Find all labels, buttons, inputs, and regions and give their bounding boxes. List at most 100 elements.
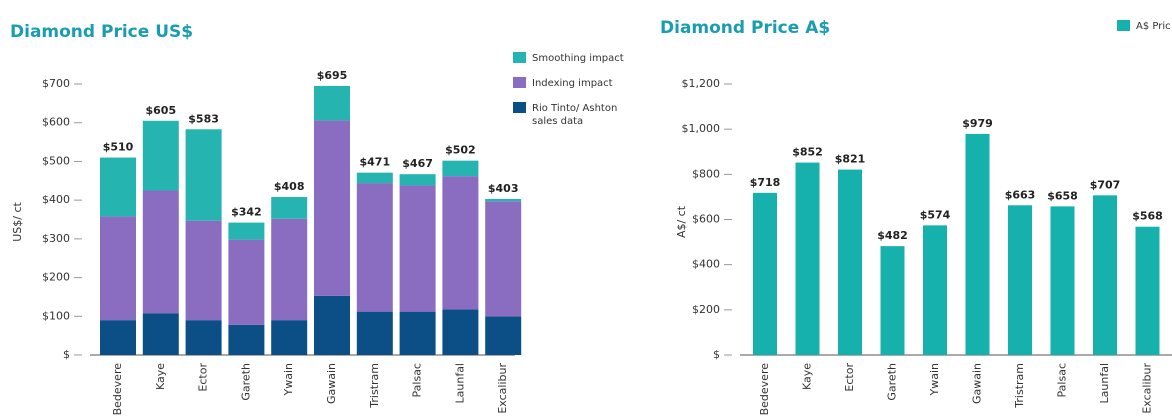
bar-segment <box>271 320 308 355</box>
legend-swatch <box>513 52 526 63</box>
bar-segment <box>271 197 308 219</box>
bar-segment <box>442 176 479 310</box>
bar-segment <box>1050 206 1075 355</box>
value-label: $663 <box>1005 188 1036 201</box>
legend-item: Rio Tinto/ Ashton sales data <box>513 102 642 128</box>
bar-segment <box>356 183 393 312</box>
x-tick-label: Ector <box>843 363 856 392</box>
x-tick-label: Ywain <box>282 363 295 397</box>
bar-segment <box>442 309 479 355</box>
bar-segment <box>185 129 222 221</box>
y-axis-label: A$/ ct <box>675 205 688 238</box>
x-tick-label: Ywain <box>928 363 941 397</box>
legend-item: Smoothing impact <box>513 52 642 65</box>
legend-item: A$ Pric <box>1117 20 1172 33</box>
value-label: $482 <box>877 229 908 242</box>
value-label: $718 <box>750 176 781 189</box>
bar-segment <box>442 160 479 177</box>
x-tick-label: Tristram <box>368 363 381 409</box>
total-label: $605 <box>145 104 176 117</box>
legend-item: Indexing impact <box>513 77 642 90</box>
bar-segment <box>923 225 947 355</box>
bar-segment <box>314 85 350 121</box>
bar-segment <box>228 324 265 355</box>
total-label: $403 <box>488 182 519 195</box>
chart-title: Diamond Price US$ <box>10 22 193 42</box>
y-tick-label: $400 <box>692 258 720 271</box>
x-tick-label: Excalibur <box>1141 363 1154 414</box>
y-tick-label: $800 <box>692 167 720 180</box>
x-tick-label: Bedevere <box>111 363 124 416</box>
bar-segment <box>485 201 522 317</box>
bar-segment <box>356 311 393 355</box>
bar-segment <box>142 313 179 355</box>
bar-segment <box>838 169 862 355</box>
bar-segment <box>100 157 136 217</box>
x-tick-label: Kaye <box>154 363 167 390</box>
total-label: $502 <box>445 144 476 157</box>
bar-segment <box>485 198 522 202</box>
y-tick-label: $200 <box>42 271 70 284</box>
y-axis-label: US$/ ct <box>11 202 24 242</box>
total-label: $467 <box>402 157 433 170</box>
x-tick-label: Gareth <box>239 363 252 401</box>
total-label: $342 <box>231 206 262 219</box>
x-tick-label: Tristram <box>1013 363 1026 409</box>
y-tick-label: $ <box>63 348 70 361</box>
x-tick-label: Launfal <box>1098 363 1111 403</box>
bar-segment <box>399 174 436 186</box>
y-tick-label: $300 <box>42 232 70 245</box>
bar-segment <box>1135 226 1160 355</box>
y-tick-label: $1,000 <box>682 122 721 135</box>
bar-segment <box>314 120 350 296</box>
bar-segment <box>100 320 136 355</box>
x-tick-label: Kaye <box>801 363 814 390</box>
legend: Smoothing impact Indexing impact Rio Tinto… <box>513 52 642 140</box>
bar-segment <box>880 246 905 355</box>
value-label: $568 <box>1132 210 1163 223</box>
x-tick-label: Palsac <box>411 363 424 397</box>
x-tick-label: Gareth <box>886 363 899 401</box>
total-label: $583 <box>188 112 219 125</box>
value-label: $707 <box>1090 178 1121 191</box>
value-label: $852 <box>792 146 823 159</box>
bar-segment <box>185 320 222 355</box>
total-label: $510 <box>103 141 134 154</box>
bar-segment <box>965 133 990 355</box>
y-tick-label: $600 <box>42 116 70 129</box>
bar-segment <box>1008 205 1032 355</box>
legend-label: Indexing impact <box>532 78 613 89</box>
y-tick-label: $500 <box>42 154 70 167</box>
x-tick-label: Launfal <box>453 363 466 403</box>
y-tick-label: $ <box>713 348 720 361</box>
bar-segment <box>485 316 522 355</box>
legend-label: A$ Pric <box>1136 21 1171 32</box>
bar-segment <box>142 120 179 191</box>
bar-segment <box>399 185 436 312</box>
value-label: $658 <box>1047 189 1078 202</box>
x-tick-label: Gawain <box>971 363 984 404</box>
total-label: $695 <box>317 69 348 82</box>
value-label: $574 <box>920 208 951 221</box>
y-tick-label: $700 <box>42 77 70 90</box>
x-tick-label: Bedevere <box>758 363 771 416</box>
bar-segment <box>142 190 179 314</box>
total-label: $471 <box>359 156 390 169</box>
bar-segment <box>795 162 820 355</box>
bar-segment <box>753 192 777 355</box>
x-tick-label: Excalibur <box>496 363 509 414</box>
bar-segment <box>356 172 393 184</box>
value-label: $821 <box>835 153 866 166</box>
legend-label: Smoothing impact <box>532 53 624 64</box>
bar-segment <box>271 218 308 321</box>
bar-segment <box>228 239 265 325</box>
y-tick-label: $1,200 <box>682 77 721 90</box>
y-tick-label: $200 <box>692 303 720 316</box>
x-tick-label: Gawain <box>325 363 338 404</box>
legend: A$ Pric <box>1117 20 1172 45</box>
chart-title: Diamond Price A$ <box>660 18 830 38</box>
bar-segment <box>185 220 222 321</box>
bar-segment <box>1093 195 1117 355</box>
